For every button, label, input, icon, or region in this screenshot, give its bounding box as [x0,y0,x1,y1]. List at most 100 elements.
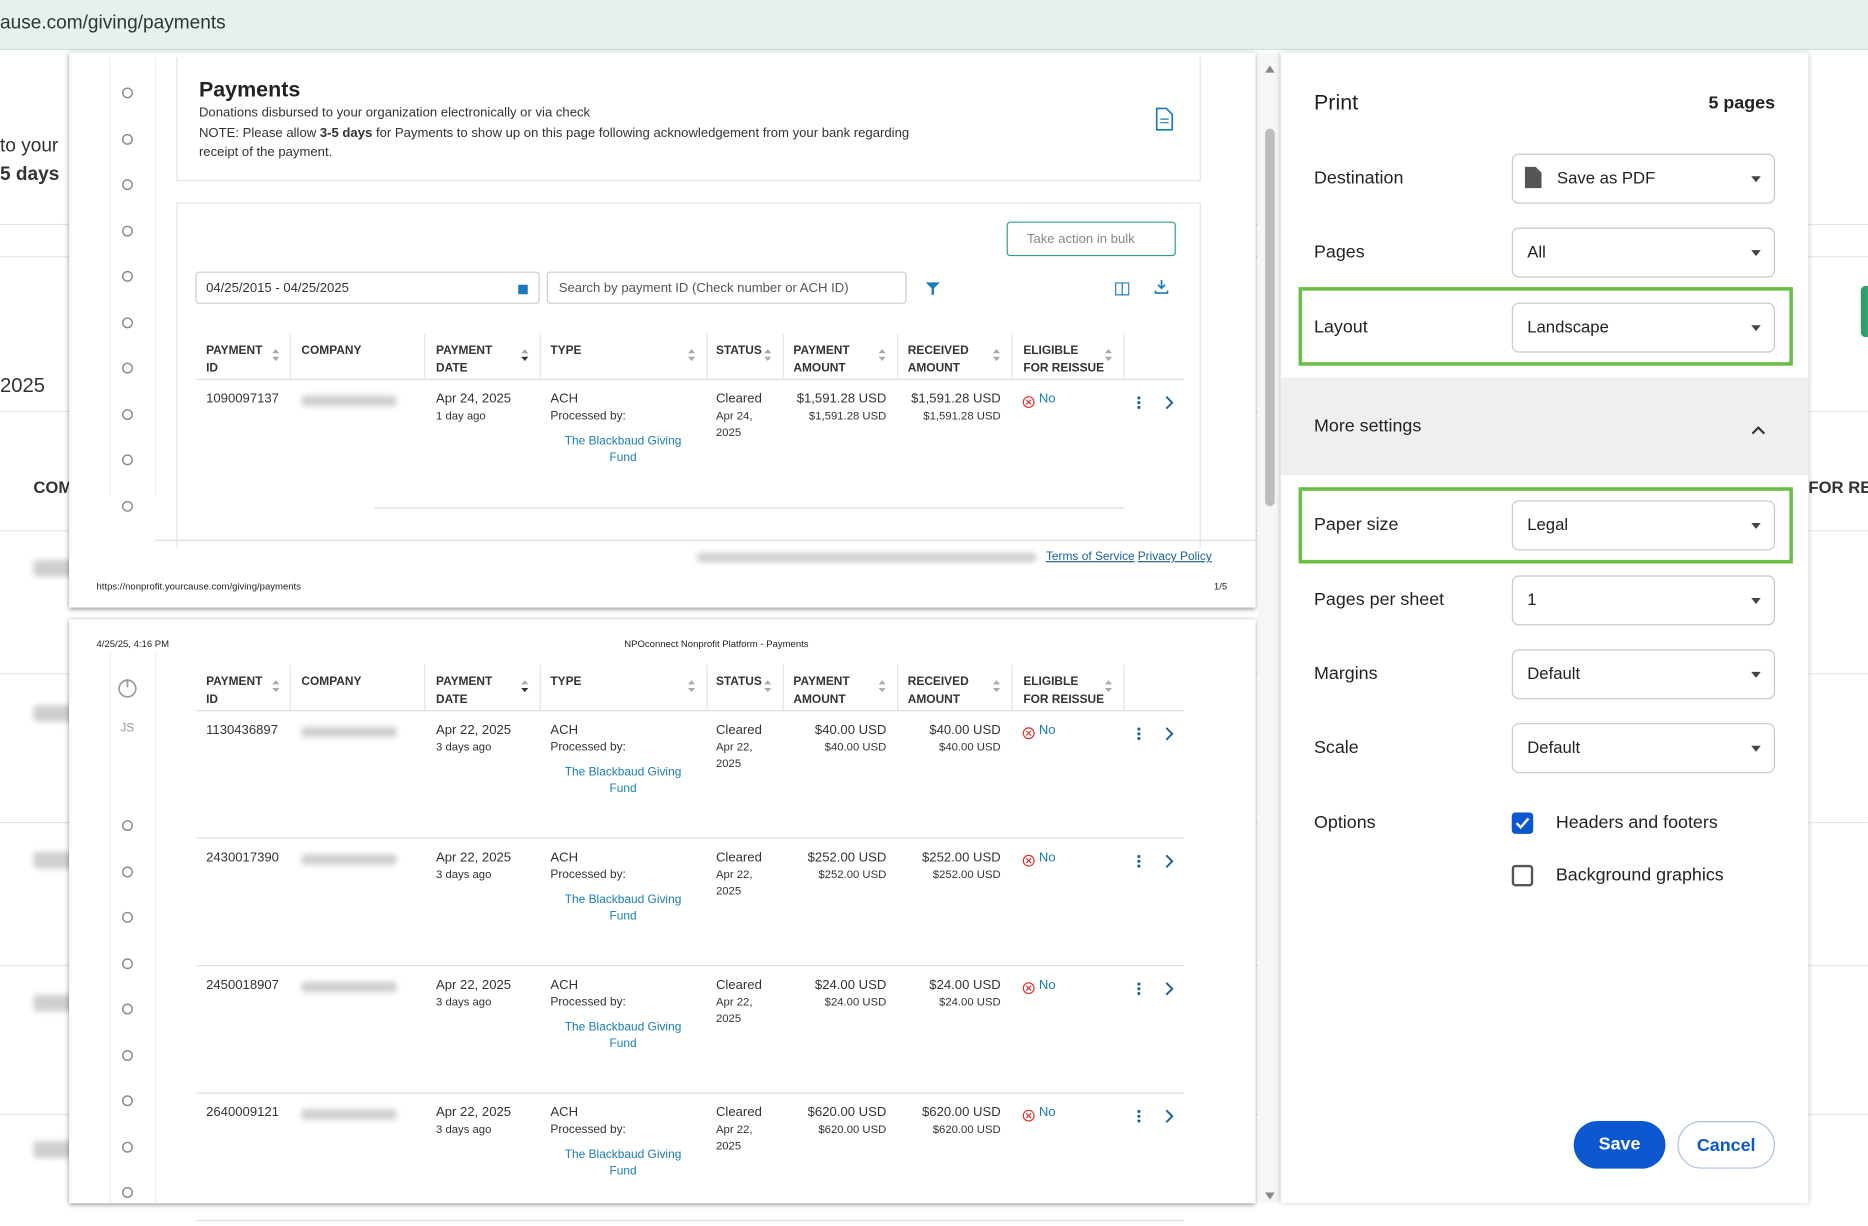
eligible: No [1038,391,1056,407]
processed-by: Processed by: [550,868,626,882]
dropdown-caret [1751,176,1761,183]
filter-icon [925,280,940,296]
dropdown[interactable] [1511,500,1776,551]
footer-link[interactable]: Privacy Policy [1137,550,1212,564]
sidebar-icon [120,314,134,328]
eligible: No [1038,723,1056,738]
search-input[interactable]: Search by payment ID (Check number or AC… [546,271,907,304]
fund-link[interactable]: The Blackbaud Giving Fund [564,434,682,465]
column-header: COMPANY [301,675,362,689]
divider [289,333,291,379]
column-header: COMPANY [301,344,362,358]
dropdown-caret [1751,522,1761,529]
setting-label: Paper size [1314,514,1399,535]
fund-link[interactable]: The Blackbaud Giving Fund [564,1148,682,1179]
row-chevron[interactable] [1164,726,1174,741]
page-count: 5 pages [1708,92,1776,114]
fund-link[interactable]: The Blackbaud Giving Fund [564,1020,682,1051]
payment-amount-sub: $252.00 USD [818,868,887,882]
url-text: ause.com/giving/payments [0,13,226,34]
sidebar-icon [120,909,134,923]
received-amount: $1,591.28 USD [911,391,1001,407]
bulk-label: Take action in bulk [1026,232,1135,247]
dropdown[interactable] [1511,575,1776,626]
status: Cleared [715,391,762,407]
dropdown[interactable] [1511,153,1776,204]
scroll-down [1264,1185,1276,1200]
dropdown[interactable] [1511,649,1776,700]
columns-icon [1115,280,1130,296]
sidebar-icon [120,222,134,236]
checkbox[interactable] [1511,864,1534,887]
print-header-title: NPOconnect Nonprofit Platform - Payments [624,638,809,650]
dropdown[interactable] [1511,723,1776,774]
dropdown-value: Default [1527,663,1581,683]
footer-link[interactable]: Terms of Service [1045,550,1135,564]
option-label: Headers and footers [1555,812,1718,833]
status: Cleared [715,723,762,738]
type: ACH [550,850,579,865]
more-actions[interactable] [1135,980,1142,996]
sort-icon [764,678,772,693]
document-icon [1154,107,1174,131]
checkbox[interactable] [1511,812,1534,834]
dropdown-caret [1751,671,1761,678]
divider [374,507,1125,509]
fund-link[interactable]: The Blackbaud Giving Fund [564,893,682,924]
blur [301,395,397,407]
more-actions[interactable] [1135,726,1142,741]
received-amount: $620.00 USD [922,1105,1001,1120]
divider [1123,664,1125,711]
sidebar-icon [120,452,134,466]
divider [289,664,291,711]
status-date: Apr 22, 2025 [715,868,753,899]
status: Cleared [715,1105,762,1120]
payment-amount: $1,591.28 USD [796,391,887,407]
processed-by: Processed by: [550,740,626,755]
divider [196,710,1185,712]
row-chevron[interactable] [1164,980,1174,996]
dropdown[interactable] [1511,302,1776,353]
dropdown[interactable] [1511,227,1776,278]
received-amount: $24.00 USD [929,978,1001,993]
cancel-button[interactable]: Cancel [1677,1121,1776,1169]
received-amount-sub: $40.00 USD [939,740,1001,755]
payment-amount: $252.00 USD [807,850,887,865]
column-header: PAYMENT ID [206,344,263,376]
divider [154,57,157,496]
column-header: RECEIVED AMOUNT [907,344,969,376]
row-chevron[interactable] [1164,394,1174,410]
sidebar-icon [120,1001,134,1015]
table-card [176,202,1201,548]
received-amount-sub: $252.00 USD [932,868,1001,882]
more-actions[interactable] [1135,853,1142,868]
processed-by: Processed by: [550,1123,626,1137]
divider [706,664,708,711]
sidebar-icon [120,497,134,512]
user-initials: JS [120,721,135,736]
more-settings[interactable]: More settings [1314,415,1422,437]
column-header: ELIGIBLE FOR REISSUE [1023,675,1105,707]
row-chevron[interactable] [1164,1108,1174,1123]
more-settings-band [1280,377,1809,476]
sort-icon [687,347,696,361]
payment-date: Apr 24, 2025 [436,391,512,407]
more-actions[interactable] [1135,1108,1142,1123]
row-chevron[interactable] [1164,853,1174,868]
bulk-button[interactable]: Take action in bulk [1006,221,1176,257]
divider [539,333,541,379]
column-header: TYPE [550,344,582,358]
dropdown-value: Save as PDF [1557,167,1656,188]
save-button[interactable]: Save [1573,1121,1666,1169]
options-label: Options [1314,812,1376,833]
fund-link[interactable]: The Blackbaud Giving Fund [564,766,682,796]
more-actions[interactable] [1135,394,1142,409]
type: ACH [550,723,579,738]
received-amount: $40.00 USD [929,723,1001,738]
divider [706,333,708,379]
column-header: PAYMENT DATE [436,675,493,707]
date-input[interactable]: 04/25/2015 - 04/25/2025 [195,271,540,304]
sort-icon [764,347,772,361]
setting-label: Pages per sheet [1314,589,1445,610]
